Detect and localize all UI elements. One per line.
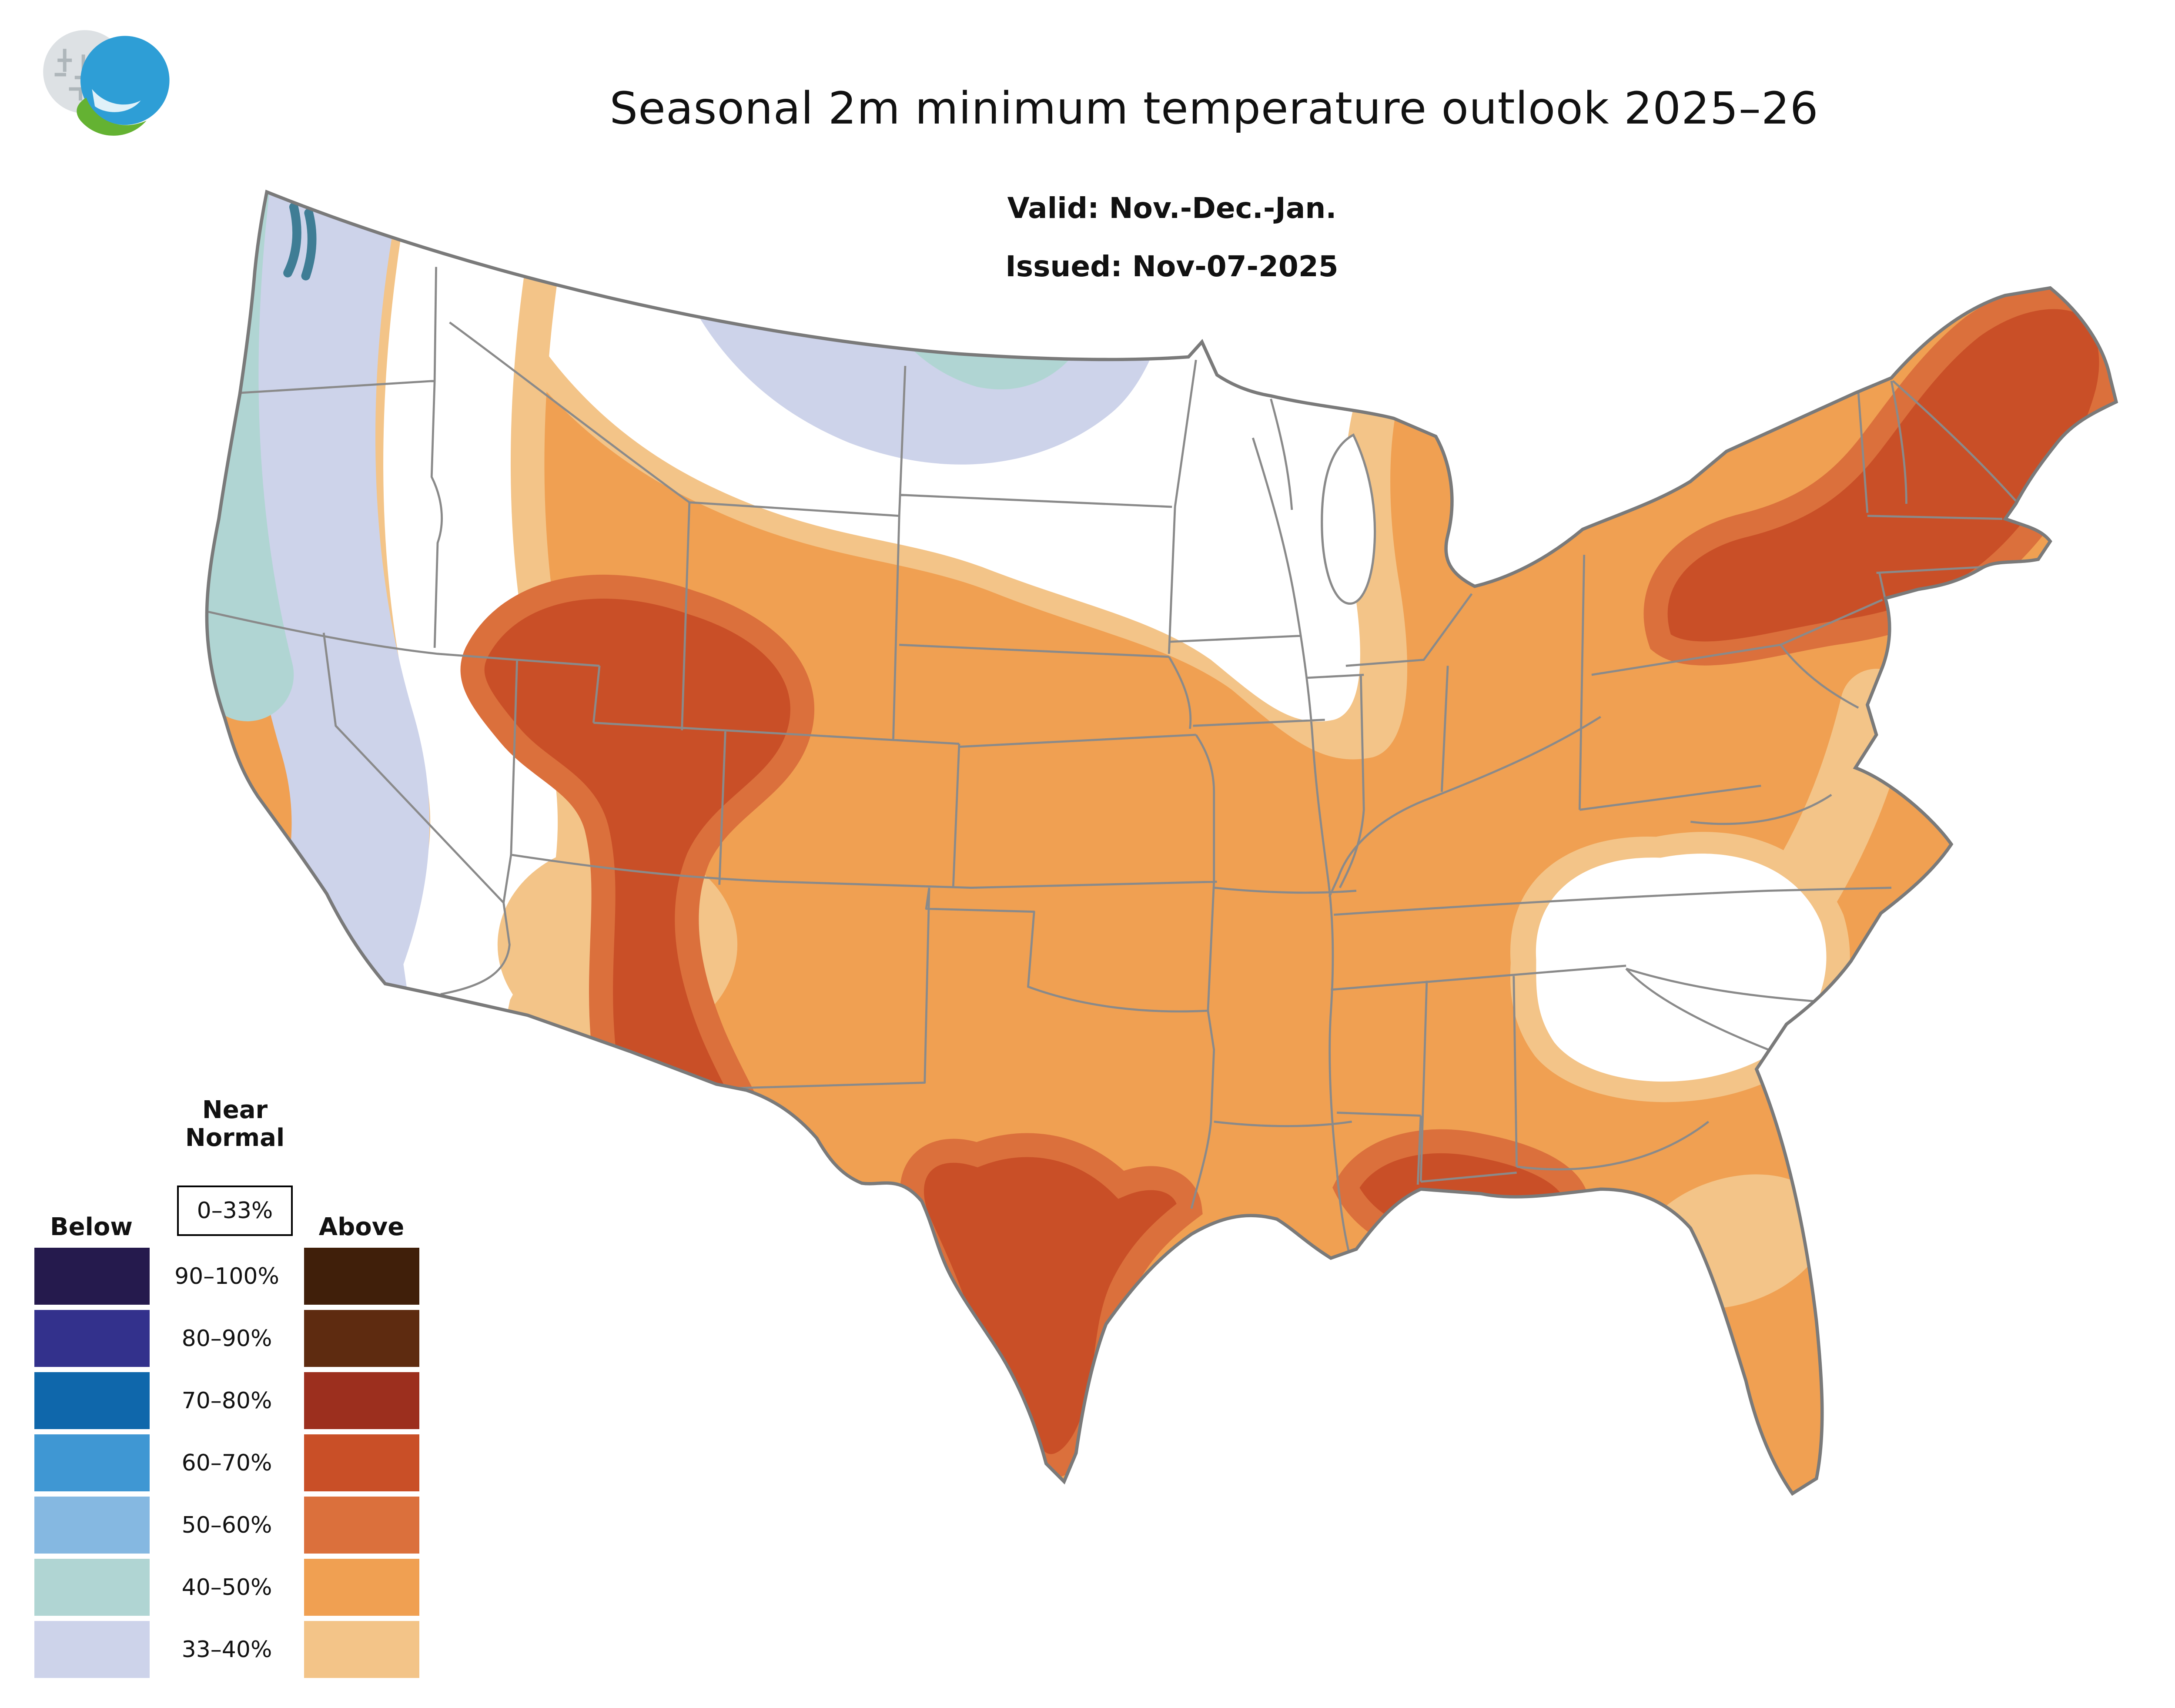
legend-row: 90–100% bbox=[34, 1248, 465, 1305]
legend-range-label: 50–60% bbox=[181, 1512, 272, 1538]
issue-date: Issued: Nov-07-2025 bbox=[1005, 250, 1338, 283]
site-logo bbox=[37, 12, 181, 160]
below-column-label: Below bbox=[50, 1213, 133, 1241]
legend-row: 80–90% bbox=[34, 1310, 465, 1367]
legend-row: 40–50% bbox=[34, 1559, 465, 1616]
below-probability-swatch bbox=[34, 1497, 150, 1554]
above-probability-swatch bbox=[304, 1372, 419, 1429]
below-probability-swatch bbox=[34, 1248, 150, 1305]
legend-range-label: 90–100% bbox=[174, 1263, 279, 1289]
legend-row: 50–60% bbox=[34, 1497, 465, 1554]
near-normal-range-box: 0–33% bbox=[177, 1186, 293, 1236]
near-normal-label: Near Normal bbox=[174, 1096, 296, 1152]
above-probability-swatch bbox=[304, 1310, 419, 1367]
page-title: Seasonal 2m minimum temperature outlook … bbox=[609, 83, 1819, 134]
above-probability-swatch bbox=[304, 1248, 419, 1305]
legend-row: 33–40% bbox=[34, 1621, 465, 1678]
valid-period: Valid: Nov.-Dec.-Jan. bbox=[1007, 191, 1337, 225]
legend-range-label: 40–50% bbox=[181, 1574, 272, 1601]
lake-michigan bbox=[1321, 433, 1376, 605]
near-normal-label-line2: Normal bbox=[185, 1124, 285, 1152]
above-probability-swatch bbox=[304, 1434, 419, 1491]
legend-rows: 90–100% 80–90% 70–80% 60–70% 50–60% 40–5… bbox=[26, 1248, 465, 1683]
near-normal-label-line1: Near bbox=[202, 1096, 268, 1124]
legend-range-label: 33–40% bbox=[181, 1636, 272, 1663]
below-probability-swatch bbox=[34, 1434, 150, 1491]
above-probability-swatch bbox=[304, 1497, 419, 1554]
below-probability-swatch bbox=[34, 1372, 150, 1429]
below-probability-swatch bbox=[34, 1621, 150, 1678]
above-probability-swatch bbox=[304, 1621, 419, 1678]
globe-leaf-logo-icon bbox=[43, 30, 170, 136]
legend-row: 60–70% bbox=[34, 1434, 465, 1491]
region-above-60-70-south-texas bbox=[900, 1133, 1203, 1478]
legend-range-label: 70–80% bbox=[181, 1387, 272, 1414]
puget-sound-water bbox=[283, 202, 317, 281]
state-borders bbox=[208, 267, 2017, 1253]
legend-range-label: 80–90% bbox=[181, 1325, 272, 1352]
legend-range-label: 60–70% bbox=[181, 1450, 272, 1476]
region-below-33-40-west-coast bbox=[238, 192, 430, 1089]
legend-row: 70–80% bbox=[34, 1372, 465, 1429]
below-probability-swatch bbox=[34, 1310, 150, 1367]
region-near-normal-west-band bbox=[374, 192, 558, 1098]
us-coast-outline bbox=[205, 189, 2118, 1496]
above-probability-swatch bbox=[304, 1559, 419, 1616]
above-column-label: Above bbox=[318, 1213, 405, 1241]
region-near-normal-southeast-pocket bbox=[1536, 854, 1827, 1082]
probability-legend: Near Normal 0–33% Below Above 90–100% 80… bbox=[26, 1096, 465, 1688]
below-probability-swatch bbox=[34, 1559, 150, 1616]
